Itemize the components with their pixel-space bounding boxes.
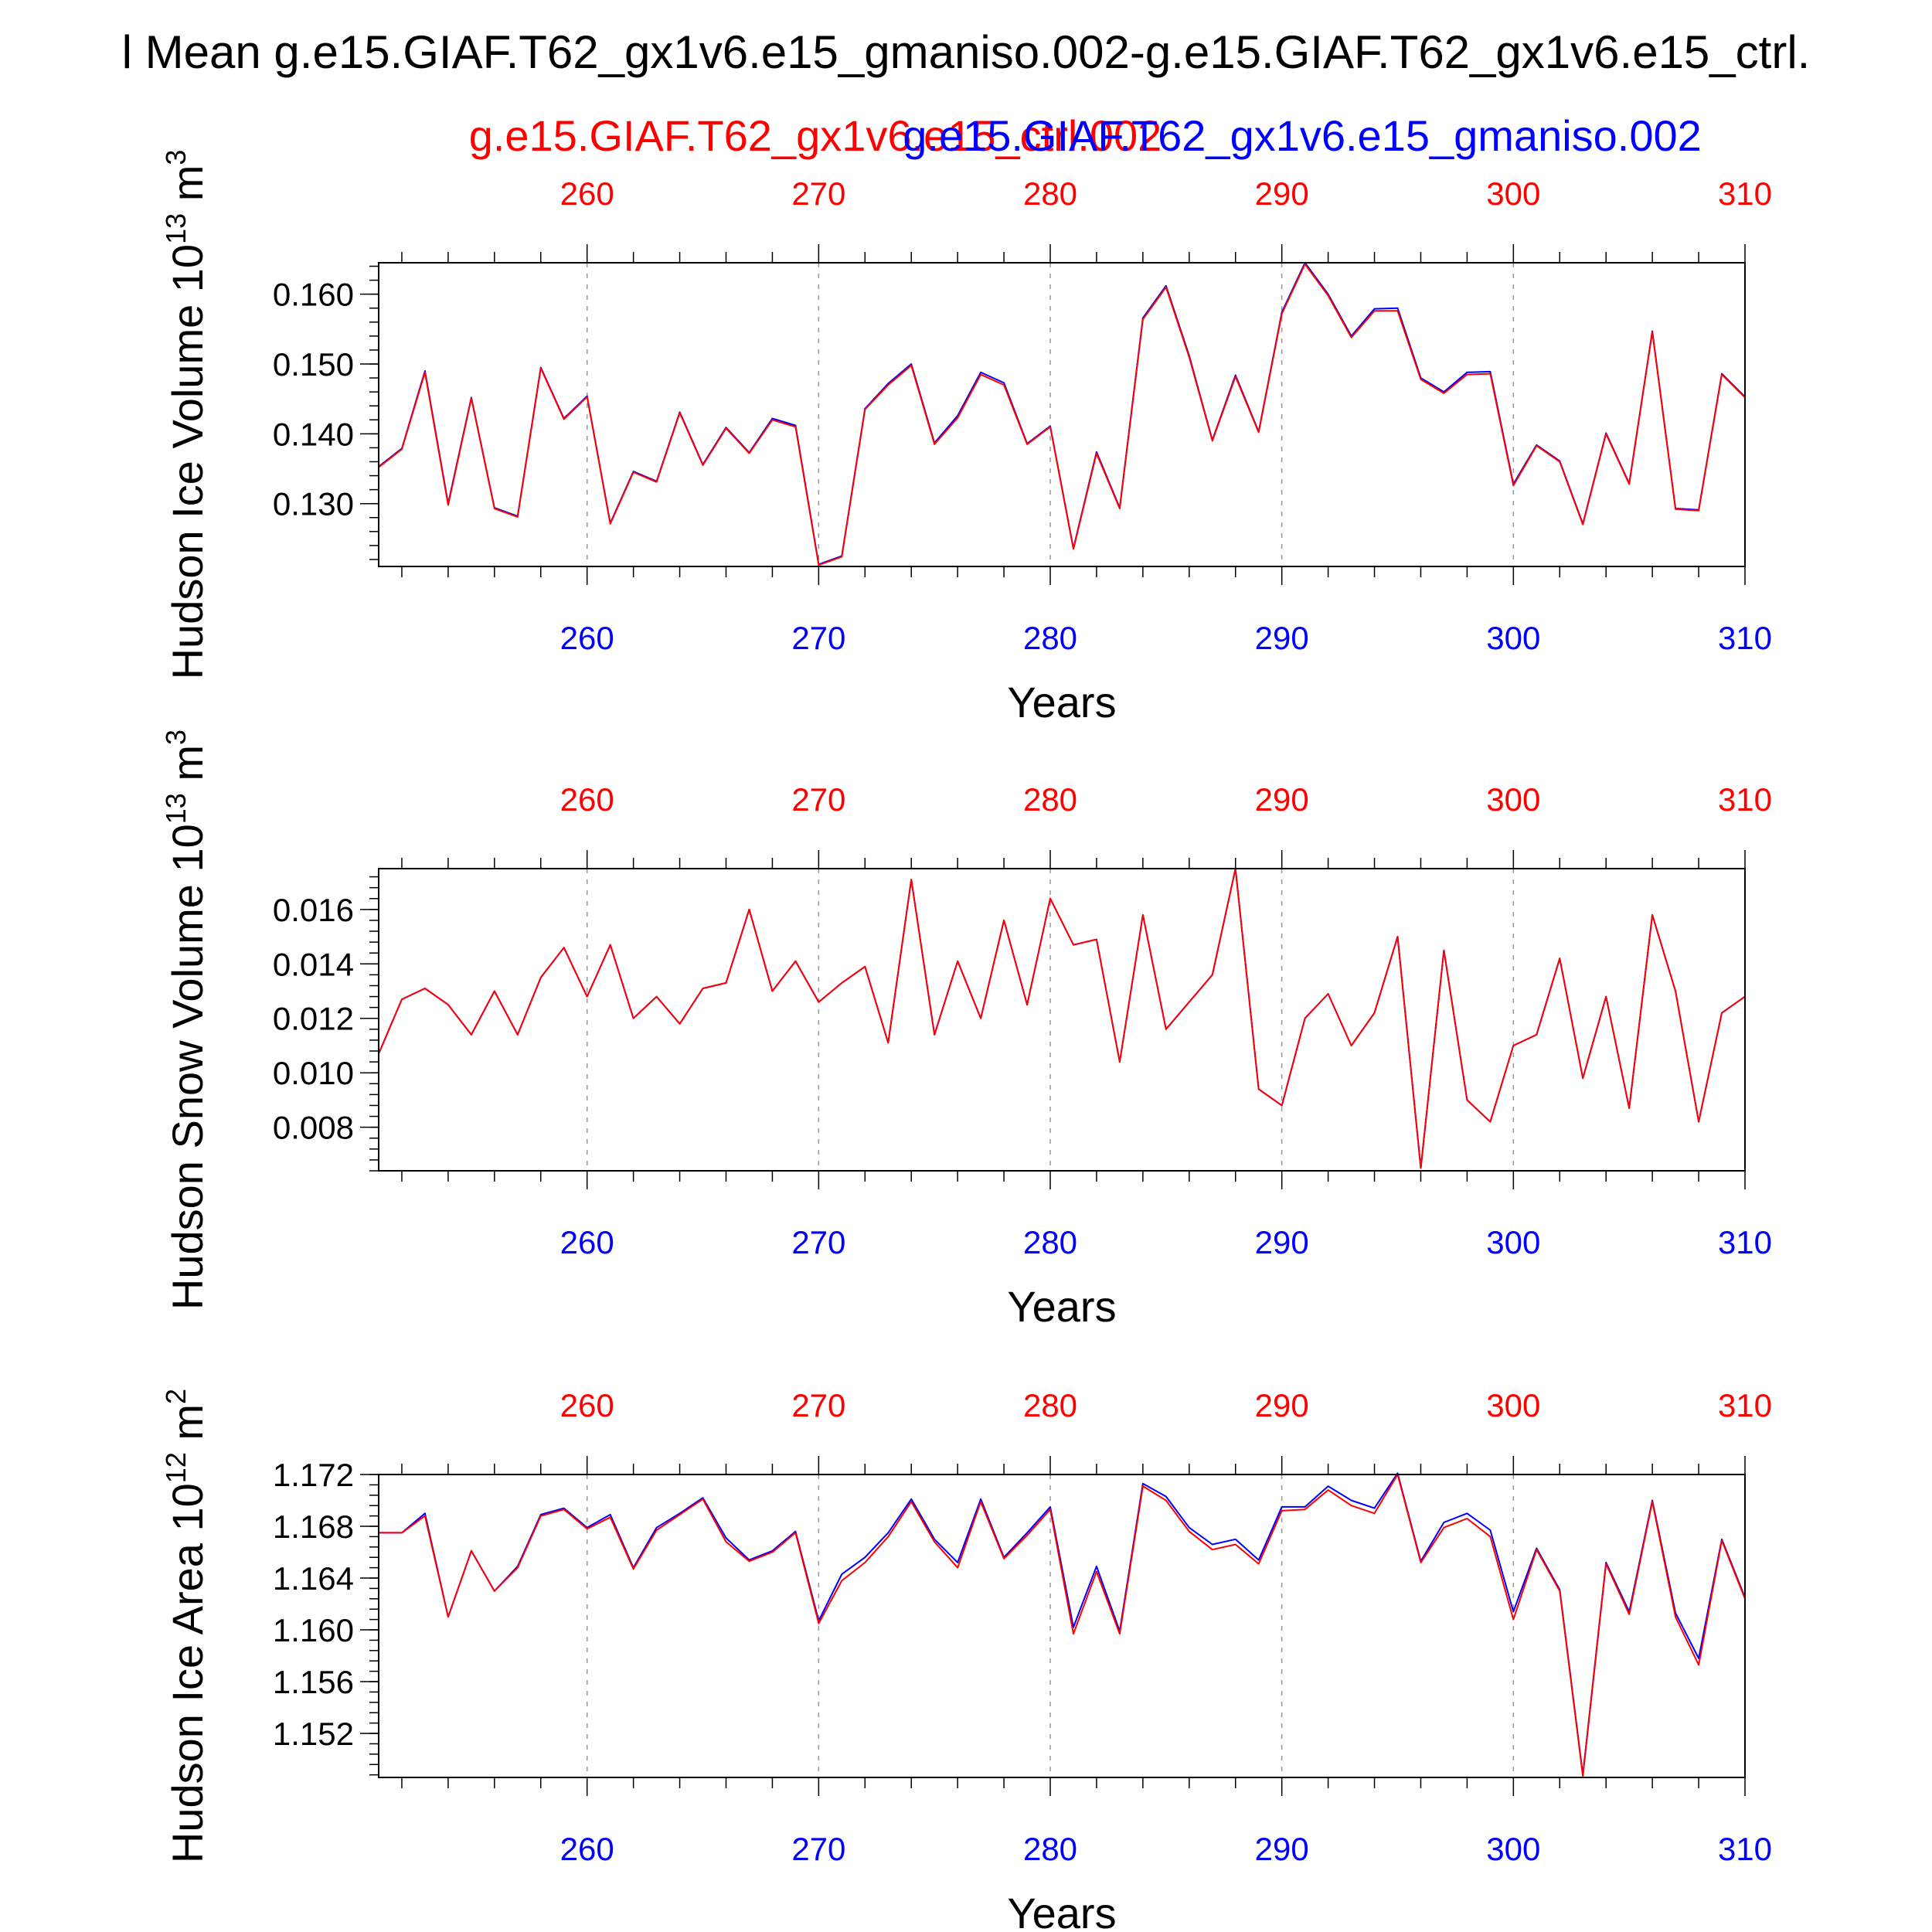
y-tick-label: 0.016 <box>273 892 354 928</box>
x-tick-label-bottom: 270 <box>791 1831 845 1867</box>
x-tick-label-top: 290 <box>1255 175 1309 212</box>
x-tick-label-bottom: 260 <box>560 620 614 656</box>
y-axis-title: Hudson Snow Volume 1013 m3 <box>160 730 212 1310</box>
panel-1: 0.160 0.150 0.140 0.130 260 260 270 270 280 280 29… <box>160 150 1772 726</box>
x-tick-label-top: 280 <box>1023 781 1077 818</box>
x-tick-label-bottom: 310 <box>1718 1831 1772 1867</box>
y-tick-label: 0.160 <box>273 277 354 313</box>
x-tick-label-top: 310 <box>1718 175 1772 212</box>
x-tick-label-bottom: 290 <box>1255 620 1309 656</box>
x-tick-label-bottom: 290 <box>1255 1224 1309 1260</box>
series-line-a <box>379 1474 1746 1777</box>
y-tick-label: 1.156 <box>273 1664 354 1700</box>
x-axis-title: Years <box>1007 678 1116 726</box>
x-tick-label-bottom: 310 <box>1718 1224 1772 1260</box>
series-line-b <box>378 868 1746 1169</box>
x-tick-label-top: 310 <box>1718 1387 1772 1423</box>
x-tick-label-bottom: 290 <box>1255 1831 1309 1867</box>
x-tick-label-top: 290 <box>1255 781 1309 818</box>
series-line-a <box>378 263 1746 566</box>
x-tick-label-bottom: 270 <box>791 1224 845 1260</box>
x-tick-label-bottom: 270 <box>791 620 845 656</box>
y-tick-label: 0.008 <box>273 1110 354 1146</box>
y-tick-label: 0.014 <box>273 946 354 982</box>
x-tick-label-top: 310 <box>1718 781 1772 818</box>
y-tick-label: 1.160 <box>273 1612 354 1648</box>
x-tick-label-top: 270 <box>791 781 845 818</box>
plot-frame <box>378 1474 1746 1778</box>
figure-title: l Mean g.e15.GIAF.T62_gx1v6.e15_gmaniso.… <box>122 26 1811 78</box>
x-tick-label-bottom: 310 <box>1718 620 1772 656</box>
series-line-b <box>378 262 1746 566</box>
x-axis-title: Years <box>1007 1282 1116 1331</box>
x-tick-label-top: 260 <box>560 175 614 212</box>
x-tick-label-bottom: 300 <box>1486 620 1540 656</box>
y-tick-label: 0.130 <box>273 486 354 522</box>
plot-frame <box>378 262 1746 567</box>
y-tick-label: 0.150 <box>273 346 354 383</box>
x-tick-label-top: 280 <box>1023 1387 1077 1423</box>
y-tick-label: 1.164 <box>273 1560 354 1597</box>
x-tick-label-top: 260 <box>560 781 614 818</box>
x-tick-label-top: 280 <box>1023 175 1077 212</box>
x-tick-label-top: 300 <box>1486 781 1540 818</box>
x-tick-label-top: 270 <box>791 175 845 212</box>
x-axis-title: Years <box>1007 1889 1116 1932</box>
y-axis-title: Hudson Ice Volume 1013 m3 <box>160 150 212 680</box>
y-tick-label: 0.010 <box>273 1055 354 1091</box>
x-tick-label-bottom: 300 <box>1486 1831 1540 1867</box>
y-tick-label: 0.140 <box>273 416 354 452</box>
x-tick-label-top: 290 <box>1255 1387 1309 1423</box>
panel-3: 1.172 1.168 1.164 1.160 1.156 1.152 260 260 270 2… <box>160 1387 1772 1932</box>
x-tick-label-top: 300 <box>1486 175 1540 212</box>
series-line-a <box>378 868 1746 1169</box>
x-tick-label-bottom: 300 <box>1486 1224 1540 1260</box>
y-tick-label: 1.172 <box>273 1457 354 1493</box>
y-tick-label: 0.012 <box>273 1001 354 1037</box>
y-tick-label: 1.168 <box>273 1509 354 1545</box>
panel-2: 0.016 0.014 0.012 0.010 0.008 260 260 270 270 280… <box>160 730 1772 1331</box>
plot-frame <box>378 868 1746 1172</box>
x-tick-label-bottom: 280 <box>1023 1831 1077 1867</box>
y-axis-title: Hudson Ice Area 1012 m2 <box>160 1389 212 1863</box>
x-tick-label-bottom: 280 <box>1023 1224 1077 1260</box>
run-label-a: g.e15.GIAF.T62_gx1v6.e15_ctrl.002 <box>469 111 1162 160</box>
x-tick-label-top: 260 <box>560 1387 614 1423</box>
x-tick-label-top: 270 <box>791 1387 845 1423</box>
x-tick-label-bottom: 280 <box>1023 620 1077 656</box>
series-line-b <box>379 1472 1746 1776</box>
x-tick-label-bottom: 260 <box>560 1831 614 1867</box>
y-tick-label: 1.152 <box>273 1716 354 1752</box>
x-tick-label-bottom: 260 <box>560 1224 614 1260</box>
run-label-b: g.e15.GIAF.T62_gx1v6.e15_gmaniso.002 <box>903 111 1702 160</box>
x-tick-label-top: 300 <box>1486 1387 1540 1423</box>
